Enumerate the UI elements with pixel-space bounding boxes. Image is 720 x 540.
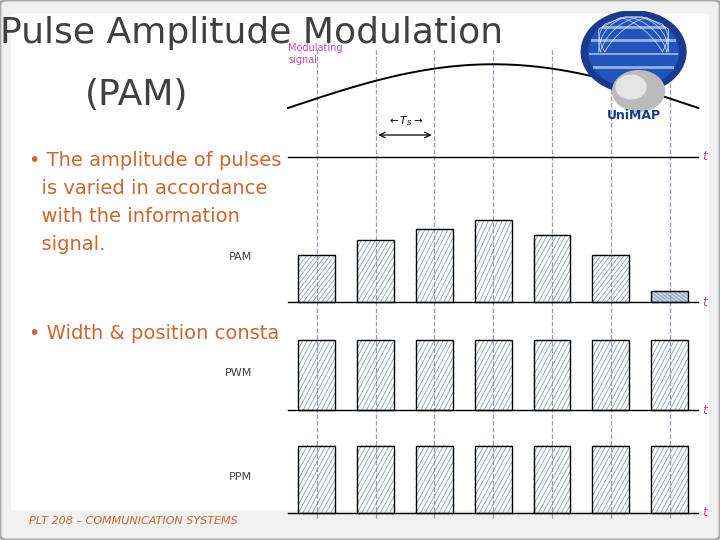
- Bar: [298, 255, 336, 302]
- Bar: [534, 446, 570, 513]
- Bar: [357, 240, 394, 302]
- Bar: [534, 235, 570, 302]
- Bar: [534, 340, 570, 410]
- FancyBboxPatch shape: [591, 39, 676, 42]
- Text: PWM: PWM: [225, 368, 252, 377]
- Text: (PAM): (PAM): [85, 78, 189, 112]
- Text: Modulating
signal: Modulating signal: [288, 43, 343, 65]
- Bar: [474, 220, 512, 302]
- Text: t: t: [703, 507, 707, 519]
- Circle shape: [616, 75, 646, 99]
- Bar: [357, 340, 394, 410]
- Text: • The amplitude of pulses
  is varied in accordance
  with the information
  sig: • The amplitude of pulses is varied in a…: [29, 151, 282, 254]
- Bar: [298, 340, 336, 410]
- Text: t: t: [703, 150, 707, 163]
- Text: UniMAP: UniMAP: [606, 109, 661, 122]
- Bar: [416, 229, 453, 302]
- FancyBboxPatch shape: [602, 26, 665, 29]
- Bar: [593, 255, 629, 302]
- Text: • Width & position consta: • Width & position consta: [29, 324, 279, 343]
- Bar: [593, 340, 629, 410]
- FancyBboxPatch shape: [589, 52, 678, 56]
- FancyBboxPatch shape: [593, 66, 674, 69]
- Bar: [416, 446, 453, 513]
- Bar: [474, 340, 512, 410]
- Text: $\leftarrow T_S \rightarrow$: $\leftarrow T_S \rightarrow$: [387, 114, 423, 128]
- Circle shape: [613, 71, 665, 111]
- Text: PPM: PPM: [229, 471, 252, 482]
- Circle shape: [581, 11, 686, 93]
- Bar: [651, 446, 688, 513]
- Bar: [651, 340, 688, 410]
- Circle shape: [589, 17, 678, 87]
- Bar: [651, 291, 688, 302]
- Bar: [474, 446, 512, 513]
- Bar: [593, 446, 629, 513]
- Text: Pulse Amplitude Modulation: Pulse Amplitude Modulation: [1, 16, 503, 50]
- FancyBboxPatch shape: [11, 14, 709, 510]
- Text: t: t: [703, 296, 707, 309]
- Bar: [416, 340, 453, 410]
- Text: PLT 208 – COMMUNICATION SYSTEMS: PLT 208 – COMMUNICATION SYSTEMS: [29, 516, 238, 526]
- Bar: [357, 446, 394, 513]
- Bar: [298, 446, 336, 513]
- Text: PAM: PAM: [229, 252, 252, 261]
- Text: t: t: [703, 404, 707, 417]
